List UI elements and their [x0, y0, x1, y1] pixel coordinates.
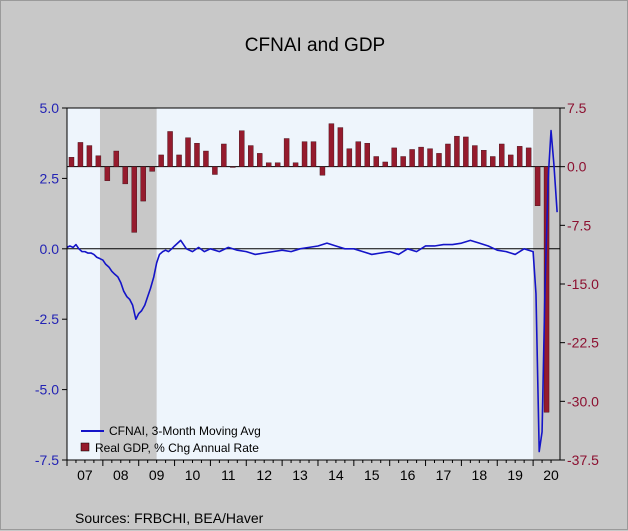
gdp-bar — [149, 166, 155, 172]
gdp-bar — [516, 146, 523, 167]
gdp-bar — [436, 153, 442, 167]
gdp-bar — [203, 150, 209, 167]
gdp-bar — [445, 143, 451, 167]
gdp-bar — [418, 146, 424, 167]
gdp-bar — [427, 148, 433, 167]
gdp-bar — [167, 131, 173, 167]
left-tick-label: -7.5 — [35, 452, 59, 468]
left-tick-label: 5.0 — [40, 100, 60, 116]
gdp-bar — [68, 157, 75, 167]
x-tick-label: 08 — [113, 467, 129, 483]
gdp-bar — [185, 137, 191, 167]
gdp-bar — [328, 123, 335, 167]
x-axis: 07 08 09 10 11 12 13 14 15 16 17 18 19 20 — [66, 460, 559, 483]
gdp-bar — [534, 166, 541, 206]
gdp-bar — [122, 166, 128, 185]
x-tick-label: 11 — [221, 467, 236, 483]
x-tick-label: 15 — [364, 467, 380, 483]
gdp-bar — [95, 155, 102, 167]
right-tick-label: 0.0 — [567, 159, 587, 175]
gdp-bar — [301, 141, 308, 167]
gdp-bar — [310, 141, 317, 167]
left-axis: 5.0 2.5 0.0 -2.5 -5.0 -7.5 — [35, 100, 67, 468]
gdp-bar — [104, 166, 111, 181]
x-tick-label: 20 — [543, 467, 559, 483]
legend: CFNAI, 3-Month Moving Avg Real GDP, % Ch… — [80, 424, 261, 455]
x-tick-label: 09 — [149, 467, 165, 483]
x-tick-label: 07 — [77, 467, 93, 483]
right-tick-label: -15.0 — [567, 276, 599, 292]
gdp-bar — [221, 143, 227, 167]
gdp-bar — [239, 130, 245, 167]
right-tick-label: -22.5 — [567, 335, 599, 351]
gdp-bar — [113, 150, 120, 167]
left-tick-label: -2.5 — [35, 311, 59, 327]
gdp-bar — [409, 149, 415, 167]
gdp-bar — [355, 141, 362, 167]
right-tick-label: -37.5 — [567, 452, 599, 468]
gdp-bar — [283, 138, 290, 167]
cfnai-series-line — [66, 129, 558, 453]
legend-label-cfnai: CFNAI, 3-Month Moving Avg — [109, 424, 261, 438]
gdp-bar — [499, 143, 505, 167]
x-tick-label: 18 — [472, 467, 488, 483]
gdp-bars — [68, 123, 550, 413]
left-tick-label: -5.0 — [35, 382, 59, 398]
right-tick-label: -30.0 — [567, 393, 599, 409]
gdp-bar — [525, 147, 532, 167]
gdp-bar — [319, 166, 326, 176]
gdp-bar — [391, 147, 397, 167]
right-tick-label: 7.5 — [567, 100, 587, 116]
gdp-bar — [490, 156, 496, 167]
left-tick-label: 0.0 — [40, 241, 60, 257]
gdp-bar — [346, 148, 353, 167]
gdp-bar — [230, 166, 236, 168]
gdp-bar — [337, 127, 344, 167]
gdp-bar — [194, 142, 200, 167]
x-tick-label: 19 — [507, 467, 523, 483]
source-note: Sources: FRBCHI, BEA/Haver — [75, 510, 264, 526]
gdp-bar — [140, 166, 146, 202]
gdp-bar — [131, 166, 137, 233]
x-tick-label: 10 — [185, 467, 201, 483]
legend-label-gdp: Real GDP, % Chg Annual Rate — [95, 441, 259, 455]
legend-bar-swatch — [80, 442, 90, 452]
gdp-bar — [86, 145, 93, 167]
gdp-bar — [472, 145, 478, 167]
gdp-bar — [176, 154, 182, 167]
gdp-bar — [274, 162, 281, 167]
gdp-bar — [364, 142, 370, 167]
gdp-bar — [481, 150, 487, 167]
gdp-bar — [543, 166, 550, 413]
x-tick-label: 12 — [256, 467, 272, 483]
recession-band — [99, 108, 157, 460]
right-tick-label: -7.5 — [567, 217, 591, 233]
gdp-bar — [373, 156, 379, 167]
gdp-bar — [382, 161, 388, 167]
cfnai-line — [66, 129, 558, 453]
x-tick-label: 14 — [328, 467, 344, 483]
x-tick-label: 17 — [436, 467, 452, 483]
gdp-bar — [463, 136, 469, 167]
gdp-bar — [400, 156, 406, 167]
x-tick-label: 16 — [400, 467, 416, 483]
gdp-bar — [77, 142, 84, 167]
right-axis: 7.5 0.0 -7.5 -15.0 -22.5 -30.0 -37.5 — [560, 100, 599, 468]
gdp-bar — [158, 154, 164, 167]
gdp-bar — [212, 166, 218, 175]
gdp-bar — [257, 153, 263, 167]
gdp-bar — [265, 162, 272, 167]
gdp-bar — [454, 135, 460, 167]
gdp-bar — [292, 162, 299, 167]
left-tick-label: 2.5 — [40, 170, 60, 186]
x-tick-label: 13 — [292, 467, 308, 483]
chart-title: CFNAI and GDP — [245, 35, 385, 56]
gdp-bar — [507, 154, 514, 167]
gdp-bar — [248, 145, 254, 167]
